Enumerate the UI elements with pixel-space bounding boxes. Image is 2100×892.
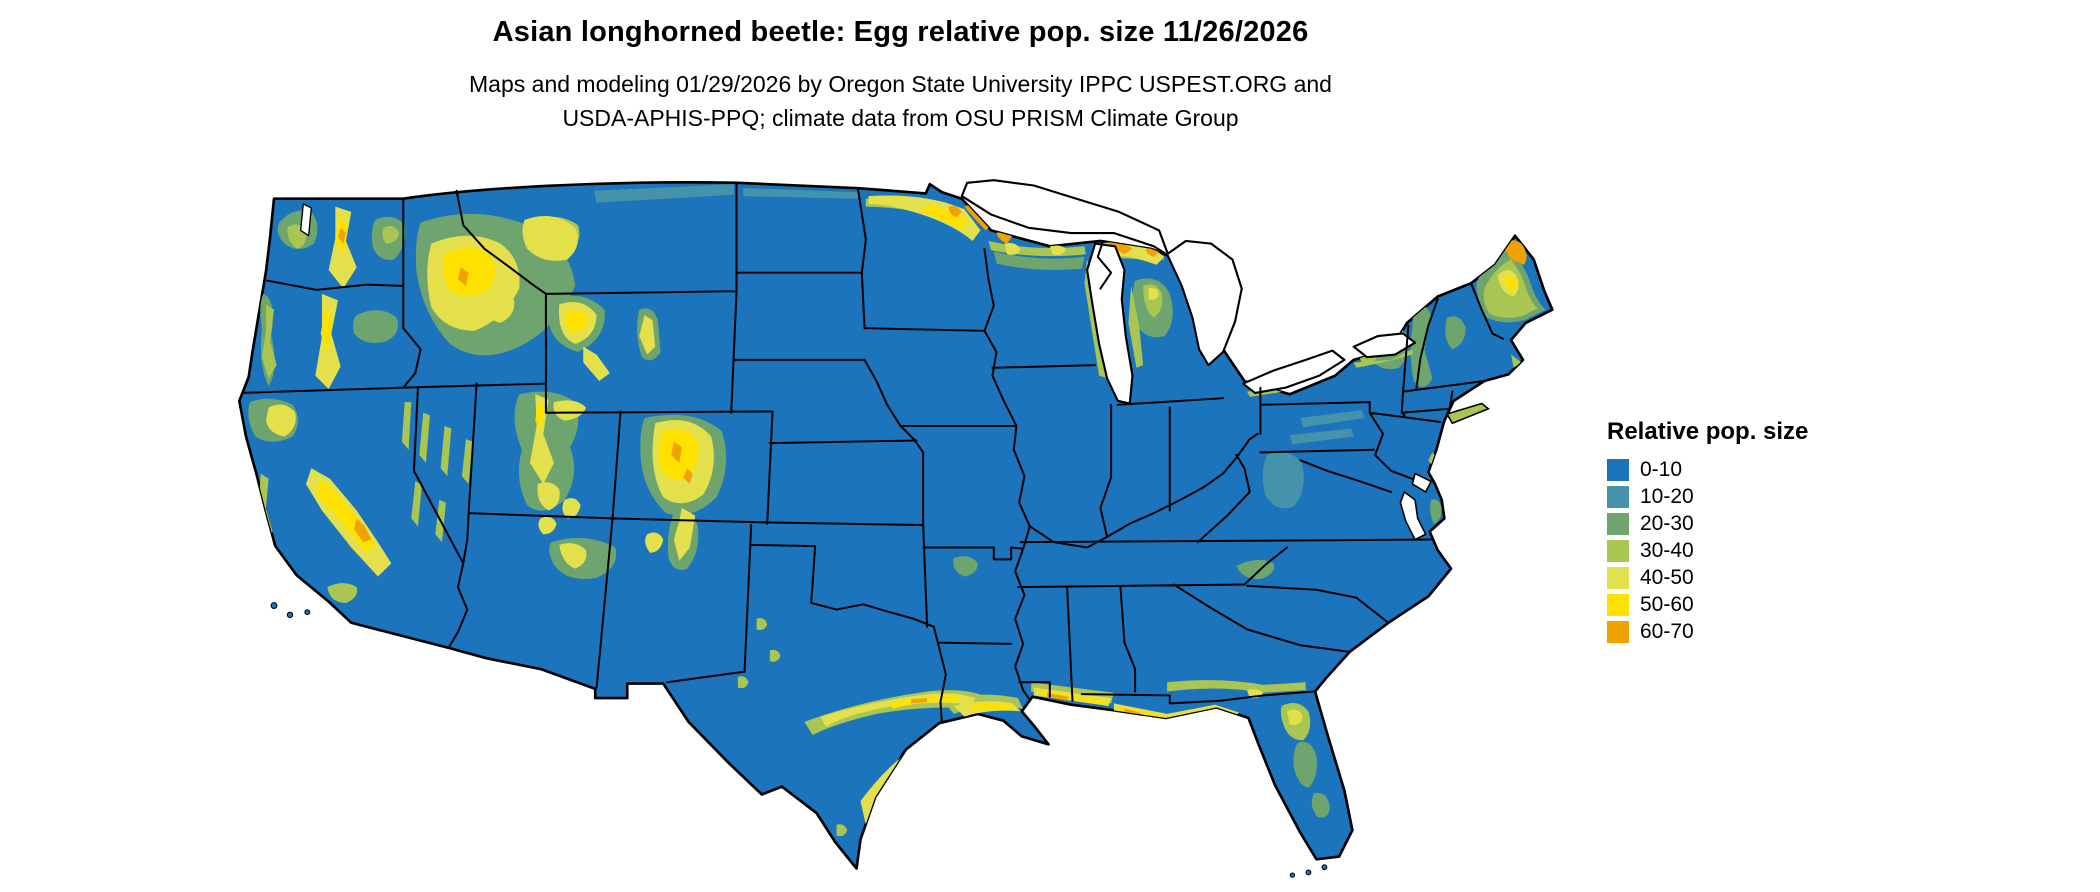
map-subtitle-line2: USDA-APHIS-PPQ; climate data from OSU PR… — [562, 105, 1239, 132]
header: Asian longhorned beetle: Egg relative po… — [234, 16, 1567, 137]
legend-swatch — [1607, 594, 1629, 616]
legend-row: 30-40 — [1607, 539, 1808, 563]
channel-island — [304, 609, 311, 616]
lake-huron — [1166, 239, 1243, 367]
legend-title: Relative pop. size — [1607, 418, 1809, 445]
legend-swatch — [1607, 621, 1629, 643]
legend-label: 10-20 — [1640, 485, 1694, 508]
long-island — [1445, 402, 1490, 425]
state-borders — [240, 181, 1505, 723]
legend-label: 50-60 — [1640, 593, 1694, 616]
puget-sound — [299, 203, 312, 237]
florida-key — [1305, 869, 1312, 876]
channel-island — [270, 602, 278, 610]
lake-ontario — [1352, 332, 1417, 359]
florida-key — [1289, 872, 1296, 878]
legend-swatch — [1607, 486, 1629, 508]
state-borders-west — [240, 181, 935, 689]
lake-erie — [1242, 349, 1346, 394]
legend-row: 0-10 — [1607, 458, 1808, 482]
legend-swatch — [1607, 459, 1629, 481]
map-title: Asian longhorned beetle: Egg relative po… — [492, 16, 1309, 48]
delaware-bay — [1411, 472, 1432, 493]
legend-row: 40-50 — [1607, 566, 1808, 590]
lake-superior — [960, 179, 1170, 257]
state-borders-east — [991, 239, 1505, 705]
legend-row: 60-70 — [1607, 620, 1808, 644]
legend-swatch — [1607, 513, 1629, 535]
legend-label: 40-50 — [1640, 566, 1694, 589]
population-raster — [248, 184, 1546, 858]
great-lakes — [299, 179, 1432, 541]
legend-row: 20-30 — [1607, 512, 1808, 536]
legend-label: 30-40 — [1640, 539, 1694, 562]
legend-row: 50-60 — [1607, 593, 1808, 617]
legend-swatch — [1607, 567, 1629, 589]
legend-label: 60-70 — [1640, 620, 1694, 643]
legend-label: 0-10 — [1640, 458, 1683, 481]
florida-key — [1321, 864, 1328, 871]
chesapeake-bay — [1399, 491, 1427, 541]
legend-items: 0-10 10-20 20-30 30-40 40-50 50-60 60-70 — [1607, 458, 1808, 644]
legend-swatch — [1607, 540, 1629, 562]
legend-label: 20-30 — [1640, 512, 1694, 535]
legend: Relative pop. size 0-10 10-20 20-30 30-40 40… — [1607, 418, 1808, 647]
channel-island — [286, 611, 294, 619]
map-subtitle-line1: Maps and modeling 01/29/2026 by Oregon S… — [469, 71, 1332, 97]
us-map-svg — [237, 179, 1554, 878]
legend-row: 10-20 — [1607, 485, 1808, 509]
us-map — [234, 167, 1567, 887]
islands — [270, 402, 1490, 878]
